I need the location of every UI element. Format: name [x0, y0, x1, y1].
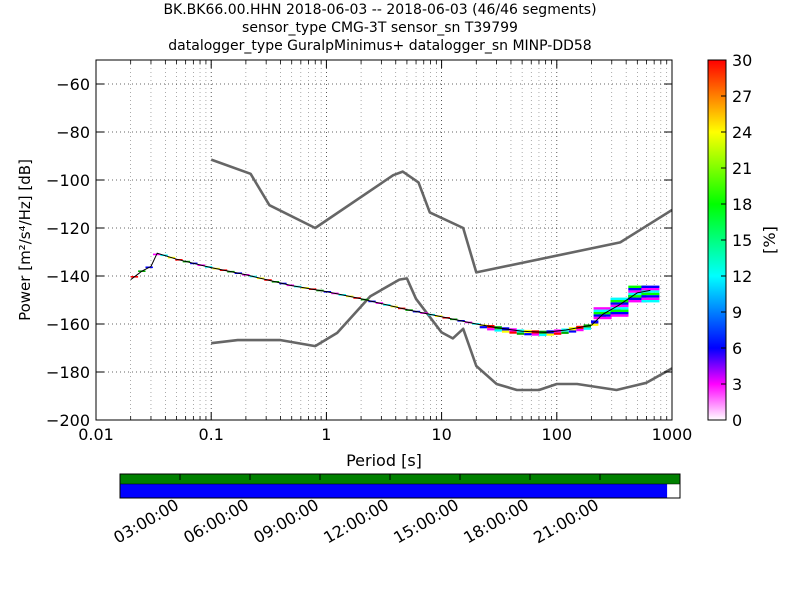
- psd-cell: [576, 329, 584, 332]
- noise-model-lines: [210, 158, 672, 392]
- psd-cell: [487, 328, 495, 331]
- x-tick-label: 0.01: [78, 425, 114, 444]
- psd-cell: [568, 330, 577, 333]
- title-line-2: sensor_type CMG-3T sensor_sn T39799: [242, 20, 518, 36]
- psd-spread-cell: [610, 300, 629, 303]
- coverage-bar-top: [120, 474, 680, 484]
- psd-spread-cell: [641, 292, 660, 296]
- colorbar-tick-label: 21: [732, 159, 752, 178]
- x-tick-label: 1: [321, 425, 331, 444]
- x-tick-label: 0.1: [198, 425, 223, 444]
- psd-cell: [553, 332, 562, 335]
- y-axis-label: Power [m²/s⁴/Hz] [dB]: [16, 159, 34, 321]
- psd-spread-cell: [593, 312, 612, 315]
- psd-cell: [531, 333, 539, 336]
- psd-spread-cell: [641, 297, 660, 300]
- y-tick-label: −160: [46, 315, 90, 334]
- psd-cell: [591, 323, 599, 326]
- psd-spread-cell: [628, 285, 647, 288]
- x-tick-label: 1000: [652, 425, 693, 444]
- psd-spread-cell: [628, 290, 647, 293]
- psd-spread-cell: [628, 297, 647, 300]
- y-tick-label: −200: [46, 411, 90, 430]
- colorbar-tick-label: 0: [732, 411, 742, 430]
- coverage-tick-label: 03:00:00: [110, 495, 182, 547]
- colorbar-tick-label: 15: [732, 231, 752, 250]
- psd-cell: [524, 333, 532, 336]
- grid-lines: [96, 60, 672, 420]
- psd-spread-cell: [610, 312, 629, 315]
- psd-spread-cell: [641, 285, 660, 288]
- colorbar-tick-label: 3: [732, 375, 742, 394]
- plot-frame: [95, 59, 673, 421]
- colorbar-tick-label: 18: [732, 195, 752, 214]
- y-tick-label: −120: [46, 219, 90, 238]
- title-line-1: BK.BK66.00.HHN 2018-06-03 -- 2018-06-03 …: [163, 2, 597, 18]
- psd-spread-cell: [641, 295, 660, 298]
- psd-spread-cell: [628, 300, 647, 303]
- psd-cell: [501, 330, 510, 333]
- psd-spread-cell: [593, 316, 612, 320]
- psd-spread-cell: [641, 290, 660, 293]
- colorbar-tick-label: 27: [732, 87, 752, 106]
- colorbar-ticks: 0 3 6 9 12 15 18 21 24 27 30: [721, 51, 752, 430]
- y-tick-label: −140: [46, 267, 90, 286]
- data-coverage-bar: 03:00:0006:00:0009:00:0012:00:0015:00:00…: [110, 473, 681, 547]
- psd-spread-cell: [628, 288, 647, 291]
- colorbar-tick-label: 12: [732, 267, 752, 286]
- psd-cell: [583, 327, 591, 330]
- coverage-bar-frame: [119, 473, 681, 499]
- noise-model-curve: [210, 158, 672, 274]
- coverage-tick-label: 06:00:00: [180, 495, 252, 547]
- psd-spread-cell: [610, 314, 629, 317]
- psd-cell: [509, 331, 517, 334]
- noise-model-curve: [211, 277, 672, 392]
- psd-cell: [516, 332, 525, 335]
- y-tick-label: −180: [46, 363, 90, 382]
- x-tick-label: 10: [431, 425, 451, 444]
- colorbar-label: [%]: [760, 226, 779, 254]
- coverage-tick-label: 12:00:00: [320, 495, 392, 547]
- psd-histogram: [130, 252, 660, 337]
- psd-cell: [494, 329, 502, 332]
- psd-spread-cell: [610, 309, 629, 312]
- coverage-tick-label: 15:00:00: [390, 495, 462, 547]
- coverage-tick-label: 21:00:00: [530, 495, 602, 547]
- psd-cell: [539, 333, 547, 337]
- psd-spread-cell: [593, 309, 612, 312]
- psd-spread-cell: [593, 314, 612, 317]
- psd-spread-cell: [628, 292, 647, 296]
- psd-spread-cell: [610, 297, 629, 300]
- psd-spread-cell: [641, 288, 660, 291]
- x-tick-label: 100: [542, 425, 573, 444]
- psd-cell: [479, 326, 488, 329]
- psd-spread-cell: [610, 302, 629, 305]
- y-tick-label: −100: [46, 171, 90, 190]
- colorbar-tick-label: 30: [732, 51, 752, 70]
- psd-spread-cell: [610, 307, 629, 310]
- y-tick-label: −80: [56, 123, 90, 142]
- x-axis-ticks: 0.01 0.1 1 10 100 1000: [78, 60, 692, 444]
- y-tick-label: −60: [56, 75, 90, 94]
- title-line-3: datalogger_type GuralpMinimus+ datalogge…: [168, 38, 592, 54]
- coverage-bar-bottom: [120, 484, 668, 498]
- psd-spread-cell: [593, 307, 612, 310]
- psd-cell: [546, 333, 554, 336]
- colorbar-tick-label: 6: [732, 339, 742, 358]
- y-axis-ticks: −60 −80 −100 −120 −140 −160 −180 −200: [46, 75, 672, 430]
- psd-spread-cell: [641, 300, 660, 303]
- psd-mode-line: [130, 252, 651, 333]
- psd-spread-cell: [628, 295, 647, 298]
- coverage-tick-label: 09:00:00: [250, 495, 322, 547]
- x-axis-label: Period [s]: [346, 451, 422, 470]
- psd-cell: [561, 331, 569, 334]
- colorbar-tick-label: 24: [732, 123, 752, 142]
- psd-spread-cell: [610, 304, 629, 308]
- colorbar-tick-label: 9: [732, 303, 742, 322]
- coverage-tick-label: 18:00:00: [460, 495, 532, 547]
